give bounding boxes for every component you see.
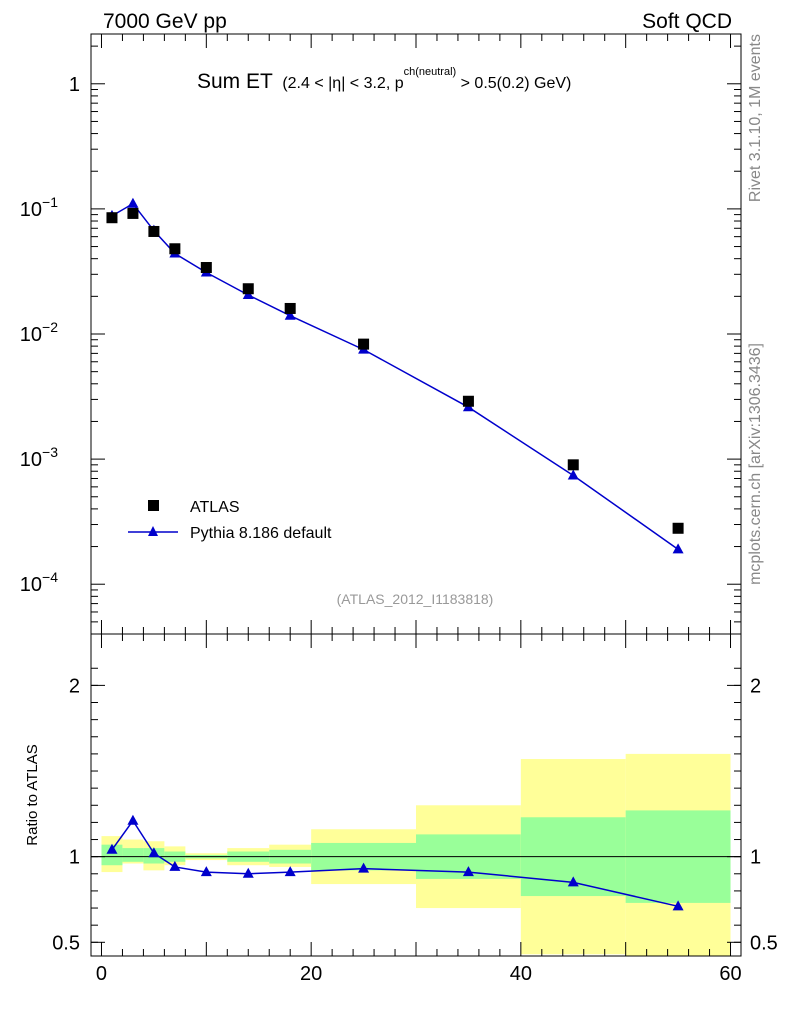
legend: ATLAS Pythia 8.186 default [128,499,332,542]
ratio-mc-point [106,843,118,854]
header-right: Soft QCD [642,10,732,33]
mc-point [127,197,139,208]
data-point [242,283,254,295]
ratio-mc-point [169,860,181,871]
ratio-frame [90,633,742,957]
main-axis-ticks: 10−4 10−3 10−2 10−1 1 [20,34,741,635]
legend-mc-marker [148,526,158,536]
data-point [127,207,139,219]
mc-point [672,543,684,554]
data-point [169,243,181,255]
ratio-mc-point [672,900,684,911]
header-left: 7000 GeV pp [103,10,227,33]
data-point [148,225,160,237]
data-point [672,522,684,534]
main-panel: 10−4 10−3 10−2 10−1 1 Sum ET (2.4 < |η| < 3.… [20,33,742,635]
ratio-mc-point [242,867,254,878]
x-tick-label: 0 [96,963,107,985]
ratio-axis-ticks: 0.5 0.51 12 20 20 40 60 [52,634,778,985]
side-label-rivet: Rivet 3.1.10, 1M events [747,34,764,202]
plot-title-sub-pre: (2.4 < | [282,75,332,92]
mc-point [567,469,579,480]
legend-data-marker [148,500,159,511]
ratio-bands [91,753,741,956]
main-plot-marks [106,197,684,554]
plot-title: Sum ET (2.4 < |η| < 3.2, pch(neutral) > … [197,66,571,93]
legend-mc-label: Pythia 8.186 default [190,525,332,542]
data-point [462,395,474,407]
ratio-y-tick-label-right: 2 [750,675,761,697]
y-tick-label: 10−3 [20,444,58,471]
data-point [284,302,296,314]
ratio-panel: 0.5 0.51 12 20 20 40 60 Ratio to ATLAS [24,633,778,985]
ratio-mc-point [127,814,139,825]
mc-line [111,202,679,550]
x-tick-label: 60 [719,963,741,985]
ratio-mc-point [358,862,370,873]
ratio-mc-point [200,866,212,877]
ratio-y-tick-label-left: 1 [69,847,80,869]
plot-title-sub-post: > 0.5(0.2) GeV) [456,75,571,92]
data-point [567,459,579,471]
legend-data-label: ATLAS [190,499,240,516]
plot-title-sup: ch(neutral) [404,66,457,78]
side-label-mcplots: mcplots.cern.ch [arXiv:1306.3436] [747,343,764,585]
ratio-mc-point [462,866,474,877]
data-point [358,338,370,350]
y-tick-label: 10−1 [20,194,58,221]
y-tick-label: 1 [69,74,80,96]
ratio-y-tick-label-left: 0.5 [52,932,80,954]
main-frame [90,33,742,635]
mc-point [284,309,296,320]
uncertainty-band-inner [122,848,144,862]
plot-title-sub-mid: | < 3.2, p [341,75,404,92]
y-tick-label: 10−2 [20,319,58,346]
analysis-id: (ATLAS_2012_I1183818) [337,591,494,607]
x-tick-label: 40 [510,963,532,985]
y-tick-label: 10−4 [20,569,58,596]
x-tick-label: 20 [300,963,322,985]
plot-title-main: Sum ET [197,70,273,93]
ratio-ylabel: Ratio to ATLAS [24,744,41,845]
ratio-plot-marks [106,814,684,911]
ratio-y-tick-label-left: 2 [69,675,80,697]
data-point [200,262,212,274]
plot-title-eta: η [332,75,341,92]
ratio-y-tick-label-right: 0.5 [750,932,778,954]
data-point [106,212,118,224]
ratio-mc-point [284,866,296,877]
ratio-y-tick-label-right: 1 [750,847,761,869]
uncertainty-band-inner [101,844,123,866]
ratio-mc-point [567,876,579,887]
ratio-mc-point [148,847,160,858]
